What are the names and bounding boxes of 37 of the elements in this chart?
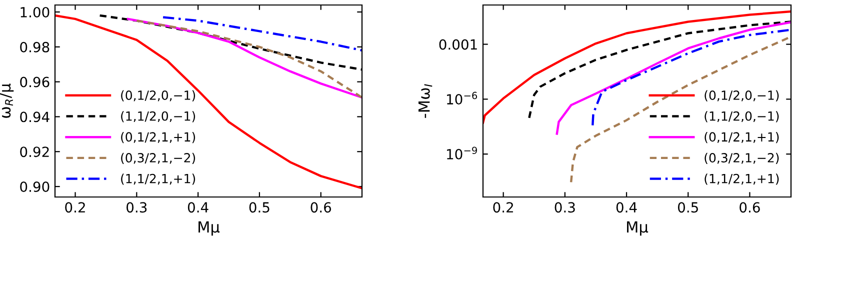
- x-tick-label: 0.2: [493, 202, 513, 213]
- x-tick-label: 0.4: [616, 202, 637, 213]
- y-tick-label: 0.96: [20, 76, 50, 88]
- y-axis-title: -Mω$_{I}$: [418, 84, 432, 118]
- y-tick-label: 10$^{−6}$: [447, 92, 478, 105]
- line-series: [592, 28, 791, 126]
- x-tick-label: 0.5: [678, 202, 698, 213]
- y-tick-label: 0.92: [20, 146, 49, 158]
- y-tick-label: 0.90: [20, 181, 50, 192]
- legend-label: (1,1/2,1,+1): [121, 174, 196, 185]
- x-axis-title: Mμ: [198, 221, 220, 236]
- y-tick-label: 0.98: [20, 42, 50, 52]
- legend-label: (1,1/2,0,−1): [121, 111, 196, 122]
- x-axis-title: Mμ: [627, 221, 648, 236]
- legend-label: (0,1/2,1,+1): [704, 132, 779, 144]
- y-tick-label: 0.001: [439, 39, 477, 50]
- y-tick-label: 0.94: [20, 112, 50, 122]
- y-tick-label: 10$^{−9}$: [447, 146, 477, 160]
- x-tick-label: 0.4: [188, 202, 208, 213]
- x-tick-label: 0.6: [310, 202, 332, 213]
- y-tick-label: 1.00: [20, 6, 50, 18]
- x-tick-label: 0.6: [740, 202, 760, 213]
- line-series: [570, 36, 791, 184]
- legend-label: (0,3/2,1,−2): [121, 152, 196, 164]
- legend-label: (0,1/2,0,−1): [704, 90, 779, 102]
- x-tick-label: 0.2: [65, 202, 85, 213]
- x-tick-label: 0.3: [554, 202, 575, 213]
- line-series: [483, 10, 791, 124]
- legend-label: (1,1/2,0,−1): [704, 111, 779, 122]
- x-tick-label: 0.5: [249, 202, 270, 213]
- legend-label: (0,1/2,1,+1): [121, 132, 196, 144]
- legend-label: (0,3/2,1,−2): [704, 152, 779, 164]
- line-series: [162, 16, 362, 52]
- legend-label: (0,1/2,0,−1): [121, 90, 196, 102]
- legend-label: (1,1/2,1,+1): [704, 174, 779, 185]
- x-tick-label: 0.3: [126, 202, 147, 213]
- line-series: [55, 14, 362, 190]
